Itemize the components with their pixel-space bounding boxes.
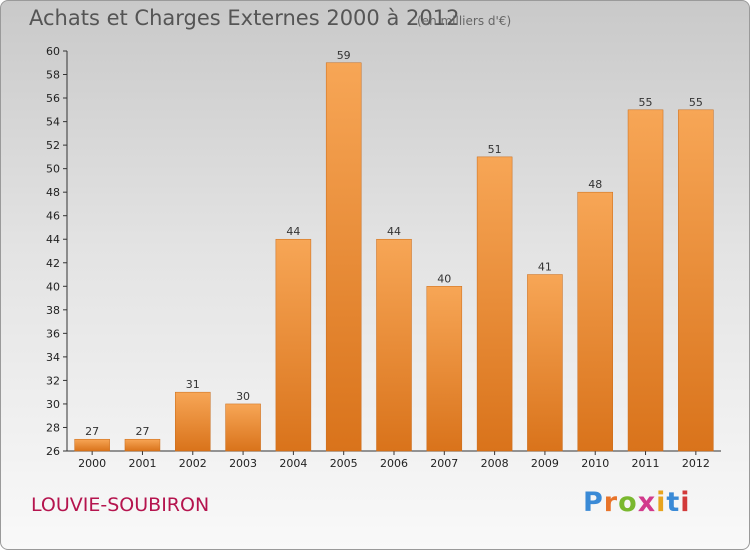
y-tick-label: 42 <box>46 257 60 270</box>
x-tick-label: 2006 <box>380 457 408 470</box>
bar-value-label: 59 <box>337 49 351 62</box>
bar-value-label: 27 <box>135 425 149 438</box>
bar-value-label: 31 <box>186 378 200 391</box>
y-tick-label: 58 <box>46 69 60 82</box>
logo-letter: x <box>637 487 657 518</box>
bar <box>124 438 161 452</box>
x-tick-label: 2011 <box>632 457 660 470</box>
x-tick-label: 2012 <box>682 457 710 470</box>
y-tick-label: 50 <box>46 163 60 176</box>
bar-value-label: 30 <box>236 390 250 403</box>
y-tick-label: 36 <box>46 327 60 340</box>
bar <box>627 109 664 452</box>
x-tick-label: 2005 <box>330 457 358 470</box>
y-tick-label: 38 <box>46 304 60 317</box>
logo-letter: P <box>583 487 604 518</box>
y-tick-label: 28 <box>46 421 60 434</box>
logo-letter: r <box>603 487 619 518</box>
x-tick-label: 2003 <box>229 457 257 470</box>
x-tick-label: 2010 <box>581 457 609 470</box>
chart-bars <box>74 62 714 452</box>
bar-value-label: 44 <box>286 225 300 238</box>
bar-value-label: 51 <box>488 143 502 156</box>
bar <box>275 238 312 452</box>
bar <box>175 391 211 452</box>
bar-value-label: 41 <box>538 261 552 274</box>
bar-value-label: 44 <box>387 225 401 238</box>
bar-value-label: 48 <box>588 178 602 191</box>
y-tick-label: 54 <box>46 116 60 129</box>
chart-subtitle: (en milliers d'€) <box>417 14 512 28</box>
logo-letter: t <box>666 487 681 518</box>
y-tick-label: 34 <box>46 351 60 364</box>
y-tick-label: 40 <box>46 280 60 293</box>
commune-name: LOUVIE-SOUBIRON <box>31 494 210 516</box>
bar <box>426 286 463 452</box>
y-tick-label: 44 <box>46 233 60 246</box>
logo-letter: i <box>680 487 691 518</box>
bar <box>376 238 412 452</box>
chart-title: Achats et Charges Externes 2000 à 2012 <box>29 6 460 30</box>
x-tick-label: 2002 <box>179 457 207 470</box>
chart-axes: 26 28 30 32 34 36 38 40 42 44 46 48 50 52 54 56 58 60 <box>46 45 721 458</box>
x-tick-label: 2000 <box>78 457 106 470</box>
bar-value-label: 40 <box>437 272 451 285</box>
bar <box>476 156 513 452</box>
bar <box>225 403 261 452</box>
y-tick-label: 30 <box>46 398 60 411</box>
x-tick-label: 2009 <box>531 457 559 470</box>
y-tick-label: 46 <box>46 210 60 223</box>
x-tick-label: 2004 <box>279 457 307 470</box>
y-tick-label: 60 <box>46 45 60 58</box>
proxiti-logo[interactable]: Proxiti <box>583 487 691 518</box>
y-tick-label: 26 <box>46 445 60 458</box>
bar <box>678 109 714 452</box>
x-tick-label: 2008 <box>481 457 509 470</box>
bar-value-label: 27 <box>85 425 99 438</box>
bar-value-label: 55 <box>639 96 653 109</box>
bar <box>527 274 563 452</box>
y-tick-label: 52 <box>46 139 60 152</box>
bar <box>577 191 613 452</box>
bar-value-label: 55 <box>689 96 703 109</box>
bar <box>74 438 110 452</box>
x-tick-label: 2007 <box>430 457 458 470</box>
y-tick-label: 48 <box>46 186 60 199</box>
x-tick-label: 2001 <box>128 457 156 470</box>
logo-letter: i <box>656 487 667 518</box>
y-tick-label: 32 <box>46 374 60 387</box>
chart-labels: 27 2000 27 2001 31 2002 30 2003 44 2004 59 2005 44 20… <box>78 49 710 470</box>
logo-letter: o <box>618 487 638 518</box>
bar <box>325 62 362 452</box>
y-tick-label: 56 <box>46 92 60 105</box>
